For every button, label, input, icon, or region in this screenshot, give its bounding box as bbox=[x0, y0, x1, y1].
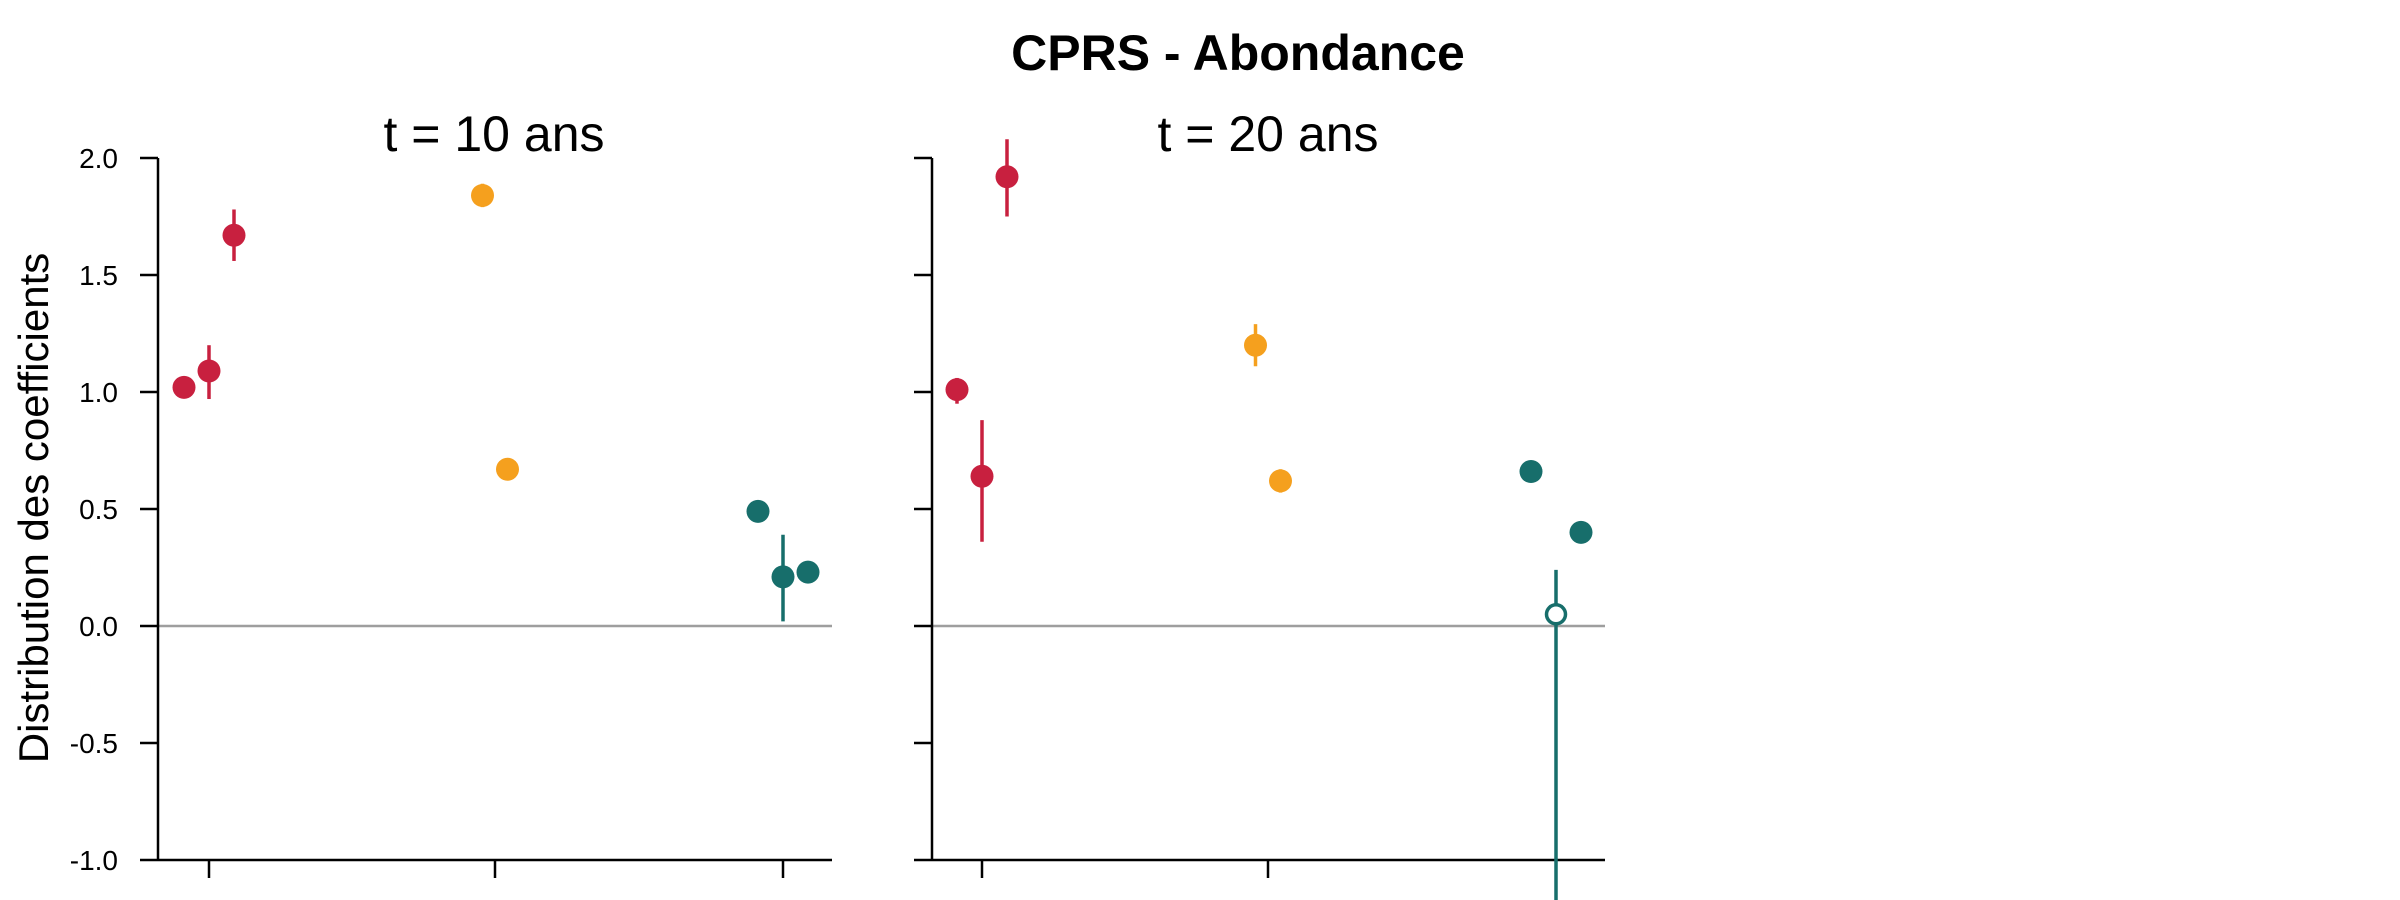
data-point-open bbox=[1544, 603, 1568, 626]
panel-t10: t = 10 ans 2.0 1.5 1.0 0.5 0.0 -0.5 -1.0 bbox=[70, 106, 832, 878]
panel-t20: t = 20 ans bbox=[914, 106, 1605, 900]
data-point bbox=[746, 499, 770, 523]
chart-title: CPRS - Abondance bbox=[1011, 25, 1465, 81]
data-point bbox=[796, 560, 820, 584]
y-axis-label: Distribution des coefficients bbox=[10, 253, 57, 763]
data-point bbox=[197, 359, 221, 383]
y-tick-label: 0.0 bbox=[79, 611, 118, 642]
data-point bbox=[995, 165, 1019, 189]
panel-title-t10: t = 10 ans bbox=[384, 106, 605, 162]
data-point bbox=[172, 375, 196, 399]
y-tick-label: 0.5 bbox=[79, 494, 118, 525]
data-point bbox=[970, 464, 994, 488]
y-tick-label: 1.0 bbox=[79, 377, 118, 408]
y-tick-label: 2.0 bbox=[79, 143, 118, 174]
y-tick-label: 1.5 bbox=[79, 260, 118, 291]
data-point bbox=[222, 223, 246, 247]
data-point bbox=[471, 183, 494, 207]
data-point bbox=[771, 565, 795, 589]
data-point bbox=[1269, 469, 1292, 493]
y-tick-label: -1.0 bbox=[70, 845, 118, 876]
y-tick-label: -0.5 bbox=[70, 728, 118, 759]
data-point bbox=[945, 378, 969, 402]
panel-title-t20: t = 20 ans bbox=[1158, 106, 1379, 162]
data-point bbox=[1519, 460, 1543, 484]
data-point bbox=[496, 457, 519, 481]
data-point bbox=[1244, 333, 1267, 357]
data-point bbox=[1569, 520, 1593, 544]
